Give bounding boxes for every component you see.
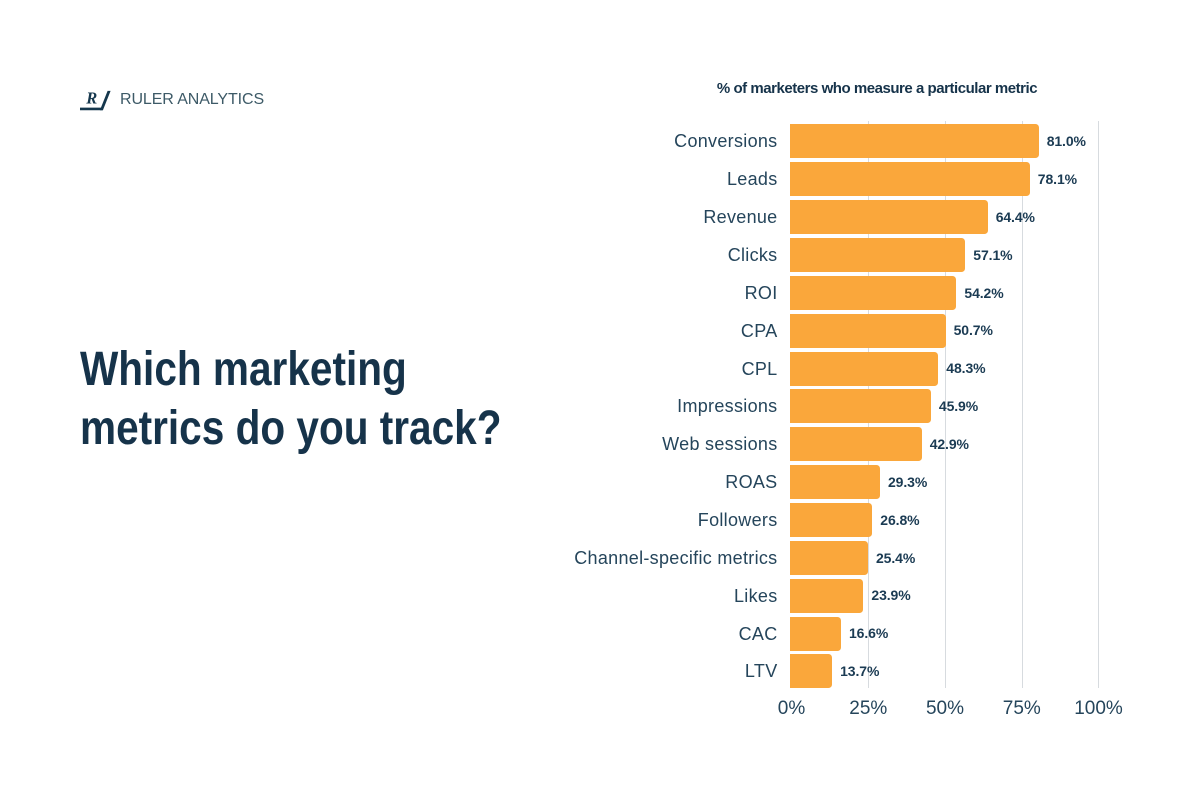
svg-text:R: R <box>85 89 97 108</box>
